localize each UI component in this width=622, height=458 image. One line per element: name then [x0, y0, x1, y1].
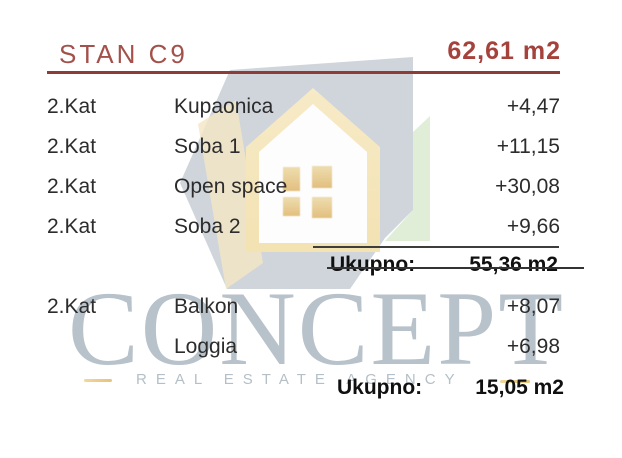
row-area-value: +6,98 [506, 335, 560, 358]
table-row: 2.Kat Balkon +8,07 [0, 295, 622, 321]
tagline-dash-left [84, 379, 112, 382]
table-row: 2.Kat Open space +30,08 [0, 175, 622, 201]
row-room: Loggia [174, 335, 238, 358]
house-window-icon [283, 197, 300, 216]
row-floor: 2.Kat [47, 295, 97, 318]
house-window-icon [312, 166, 332, 188]
watermark-tagline-text: REAL ESTATE AGENCY [136, 371, 464, 388]
row-room: Soba 1 [174, 135, 241, 158]
subtotal-label: Ukupno: [337, 376, 423, 399]
row-room: Balkon [174, 295, 239, 318]
subtotal-row: Ukupno: 55,36 m2 [0, 253, 622, 279]
house-window-icon [283, 167, 300, 191]
subtotal-top-rule [313, 246, 559, 248]
subtotal-row: Ukupno: 15,05 m2 [0, 376, 622, 402]
row-floor: 2.Kat [47, 95, 97, 118]
subtotal-label: Ukupno: [330, 253, 416, 276]
tagline-dash-right [500, 380, 530, 383]
row-room: Open space [174, 175, 288, 198]
unit-title: STAN C9 [59, 39, 188, 69]
header-rule [47, 71, 560, 74]
row-area-value: +9,66 [506, 215, 560, 238]
row-area-value: +11,15 [496, 135, 560, 158]
table-row: Loggia +6,98 [0, 335, 622, 361]
row-room: Kupaonica [174, 95, 274, 118]
table-row: 2.Kat Kupaonica +4,47 [0, 95, 622, 121]
house-window-icon [312, 197, 332, 218]
row-area-value: +8,07 [506, 295, 560, 318]
row-floor: 2.Kat [47, 135, 97, 158]
watermark-brand-text: CONCEPT [68, 270, 565, 387]
subtotal-value: 55,36 m2 [469, 253, 558, 276]
table-row: 2.Kat Soba 2 +9,66 [0, 215, 622, 241]
row-room: Soba 2 [174, 215, 241, 238]
row-area-value: +30,08 [495, 175, 560, 198]
row-area-value: +4,47 [506, 95, 560, 118]
subtotal-value: 15,05 m2 [475, 376, 564, 399]
table-row: 2.Kat Soba 1 +11,15 [0, 135, 622, 161]
unit-total-area: 62,61 m2 [447, 37, 561, 65]
row-floor: 2.Kat [47, 215, 97, 238]
row-floor: 2.Kat [47, 175, 97, 198]
subtotal-strike-rule [327, 267, 584, 269]
